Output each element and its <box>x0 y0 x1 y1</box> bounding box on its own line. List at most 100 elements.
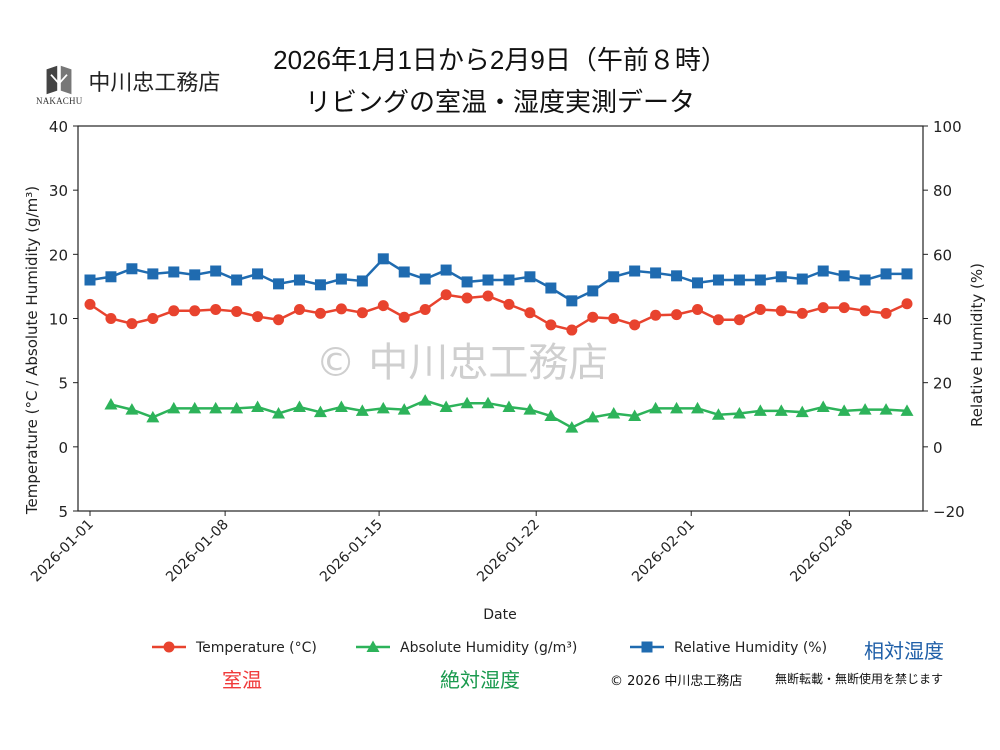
x-tick-label: 2026-01-22 <box>474 517 543 586</box>
data-point <box>712 314 724 326</box>
data-point <box>313 405 327 418</box>
data-point <box>460 396 474 409</box>
data-point <box>901 268 913 280</box>
data-point <box>900 404 914 416</box>
data-point <box>711 408 725 420</box>
data-point <box>692 304 704 316</box>
notice-text: 無断転載・無断使用を禁じます <box>775 672 944 686</box>
data-point <box>84 298 96 310</box>
y-left-tick-label: 10 <box>49 311 68 329</box>
data-point <box>482 274 494 286</box>
y-left-tick-label: 5 <box>58 375 68 393</box>
data-point <box>859 274 871 286</box>
data-point <box>209 401 223 414</box>
data-point <box>440 289 452 301</box>
data-point <box>273 314 285 326</box>
data-point <box>189 305 201 317</box>
data-point <box>587 311 599 323</box>
y-right-axis-label: Relative Humidity (%) <box>968 263 986 427</box>
data-point <box>272 406 286 419</box>
x-axis-label: Date <box>483 607 516 623</box>
data-point <box>795 405 809 418</box>
data-point <box>775 271 787 283</box>
data-point <box>817 265 829 277</box>
legend-marker <box>641 641 653 653</box>
data-point <box>482 290 494 302</box>
data-point <box>146 410 160 423</box>
data-point <box>397 403 411 415</box>
data-point <box>105 271 117 283</box>
series-line <box>89 257 907 303</box>
data-point <box>817 302 829 314</box>
data-point <box>252 311 264 323</box>
data-point <box>880 268 892 280</box>
data-point <box>419 304 431 316</box>
data-point <box>859 305 871 317</box>
data-point <box>104 397 118 410</box>
data-point <box>377 300 389 312</box>
data-point <box>481 396 495 409</box>
data-point <box>398 311 410 323</box>
data-point <box>231 274 243 286</box>
abs-jp-label: 絶対湿度 <box>440 668 520 692</box>
data-point <box>335 303 347 315</box>
y-right-tick-label: 100 <box>933 118 962 136</box>
data-point <box>377 253 389 265</box>
data-point <box>126 318 138 330</box>
legend-marker <box>163 641 175 653</box>
legend-item: Temperature (°C) <box>152 640 317 656</box>
legend-label: Absolute Humidity (g/m³) <box>400 640 577 656</box>
data-point <box>461 276 473 288</box>
data-point <box>650 267 662 279</box>
data-point <box>608 271 620 283</box>
data-point <box>608 313 620 324</box>
data-point <box>691 401 705 414</box>
data-point <box>628 409 642 422</box>
legend-item: Absolute Humidity (g/m³) <box>356 640 577 656</box>
y-right-tick-label: 60 <box>933 246 952 264</box>
data-point <box>712 274 724 286</box>
data-point <box>796 273 808 285</box>
data-point <box>230 401 244 414</box>
data-point <box>125 403 139 415</box>
chart-title-line1: 2026年1月1日から2月9日（午前８時） <box>273 45 727 75</box>
company-logo: NAKACHU 中川忠工務店 <box>36 64 220 106</box>
y-right-tick-label: −20 <box>933 503 965 521</box>
data-point <box>251 400 265 413</box>
data-point <box>732 406 746 419</box>
x-tick-label: 2026-01-15 <box>317 517 386 586</box>
data-point <box>544 409 558 422</box>
y-left-tick-label: 30 <box>49 182 68 200</box>
data-point <box>105 313 117 324</box>
series-circle <box>84 289 913 336</box>
data-point <box>565 421 579 433</box>
data-point <box>650 309 662 321</box>
series-square <box>84 253 913 307</box>
y-right-tick-label: 80 <box>933 182 952 200</box>
data-point <box>293 304 305 316</box>
data-point <box>671 270 683 282</box>
legend-item: Relative Humidity (%) <box>630 640 827 656</box>
data-point <box>84 274 96 286</box>
data-point <box>335 273 347 285</box>
data-point <box>147 268 159 280</box>
data-point <box>189 269 201 281</box>
data-point <box>838 270 850 282</box>
legend-label: Temperature (°C) <box>195 640 317 656</box>
y-right-tick-label: 20 <box>933 375 952 393</box>
data-point <box>418 394 432 406</box>
data-point <box>356 307 368 319</box>
y-right-tick-label: 0 <box>933 439 943 457</box>
data-point <box>837 404 851 416</box>
data-point <box>356 275 368 287</box>
data-point <box>210 304 222 316</box>
x-tick-label: 2026-02-01 <box>629 517 698 586</box>
data-point <box>753 404 767 416</box>
legend-label: Relative Humidity (%) <box>674 640 827 656</box>
data-point <box>293 274 305 286</box>
data-point <box>858 403 872 415</box>
data-point <box>147 313 159 324</box>
chart-title-line2: リビングの室温・湿度実測データ <box>304 87 695 117</box>
data-point <box>419 273 431 285</box>
